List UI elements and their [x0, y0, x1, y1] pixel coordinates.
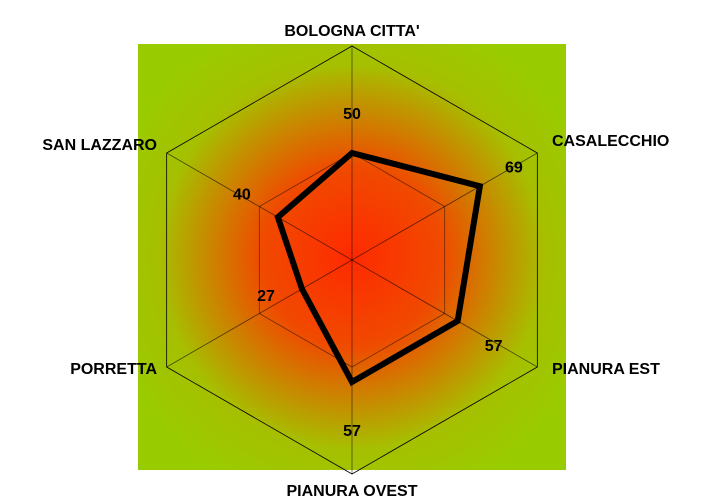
category-label: BOLOGNA CITTA': [284, 23, 419, 40]
category-label: PIANURA OVEST: [287, 483, 418, 500]
data-label: 57: [343, 423, 361, 440]
category-label: CASALECCHIO: [552, 133, 669, 150]
category-label: PIANURA EST: [552, 361, 660, 378]
data-label: 40: [233, 186, 251, 203]
data-label: 50: [343, 106, 361, 123]
data-label: 57: [485, 338, 503, 355]
category-label: SAN LAZZARO: [42, 137, 157, 154]
axis-spoke: [166, 152, 353, 261]
data-line: [274, 149, 484, 387]
category-label: PORRETTA: [70, 361, 157, 378]
data-label: 27: [257, 288, 275, 305]
data-label: 69: [505, 159, 523, 176]
axis-spoke: [166, 259, 353, 368]
axis-spoke: [351, 152, 538, 261]
axis-spoke: [351, 259, 538, 368]
